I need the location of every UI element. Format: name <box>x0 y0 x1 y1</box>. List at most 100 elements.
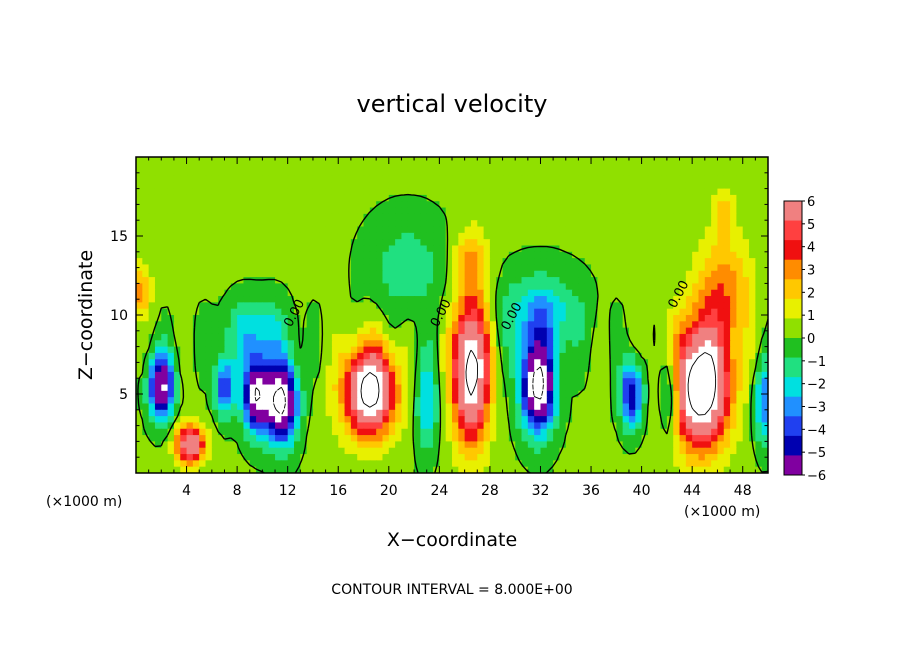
heat-cell <box>761 352 768 360</box>
heat-cell <box>464 390 472 398</box>
heat-cell <box>660 333 668 341</box>
heat-cell <box>211 327 219 335</box>
heat-cell <box>312 315 320 322</box>
heat-cell <box>483 403 491 411</box>
heat-cell <box>192 245 200 253</box>
heat-cell <box>154 466 162 473</box>
heat-cell <box>142 321 150 329</box>
heat-cell <box>414 321 421 329</box>
heat-cell <box>464 270 472 278</box>
heat-cell <box>502 201 510 209</box>
heat-cell <box>331 258 339 266</box>
heat-cell <box>306 352 314 360</box>
heat-cell <box>281 232 289 240</box>
heat-cell <box>357 454 365 461</box>
heat-cell <box>755 365 763 373</box>
heat-cell <box>344 315 352 322</box>
heat-cell <box>319 296 327 303</box>
heat-cell <box>268 378 276 386</box>
heat-cell <box>388 422 396 430</box>
heat-cell <box>483 308 491 316</box>
heat-cell <box>312 308 320 316</box>
heat-cell <box>281 371 289 379</box>
heat-cell <box>755 283 763 291</box>
heat-cell <box>344 384 352 392</box>
heat-cell <box>414 397 421 405</box>
heat-cell <box>553 315 561 322</box>
heat-cell <box>736 352 744 360</box>
heat-cell <box>262 428 270 436</box>
heat-cell <box>584 460 592 468</box>
heat-cell <box>230 365 238 373</box>
heat-cell <box>199 175 207 183</box>
heat-cell <box>742 428 750 436</box>
heat-cell <box>761 157 768 164</box>
heat-cell <box>559 435 567 442</box>
heat-cell <box>711 460 719 468</box>
heat-cell <box>306 175 314 183</box>
heat-cell <box>312 169 320 177</box>
heat-cell <box>578 435 586 442</box>
heat-cell <box>218 466 226 473</box>
heat-cell <box>433 340 440 348</box>
heat-cell <box>199 409 207 417</box>
heat-cell <box>742 245 750 253</box>
heat-cell <box>142 422 150 430</box>
heat-cell <box>597 220 605 228</box>
heat-cell <box>540 416 548 424</box>
heat-cell <box>534 441 542 449</box>
heat-cell <box>464 308 472 316</box>
heat-cell <box>388 277 396 284</box>
heat-cell <box>249 258 257 266</box>
heat-cell <box>426 422 434 430</box>
heat-cell <box>294 258 301 266</box>
heat-cell <box>218 403 226 411</box>
heat-cell <box>420 447 428 455</box>
heat-cell <box>325 264 333 272</box>
heat-cell <box>433 441 440 449</box>
heat-cell <box>559 466 567 473</box>
heat-cell <box>382 251 390 259</box>
heat-cell <box>572 302 579 310</box>
heat-cell <box>717 365 725 373</box>
heat-cell <box>540 428 548 436</box>
heat-cell <box>414 315 421 322</box>
heat-cell <box>224 251 232 259</box>
heat-cell <box>553 283 561 291</box>
heat-cell <box>527 378 535 386</box>
heat-cell <box>230 321 238 329</box>
heat-cell <box>369 188 377 196</box>
heat-cell <box>287 409 295 417</box>
heat-cell <box>610 397 617 405</box>
heat-cell <box>736 245 744 253</box>
heat-cell <box>628 270 636 278</box>
heat-cell <box>635 352 643 360</box>
heat-cell <box>142 365 150 373</box>
heat-cell <box>294 182 301 190</box>
heat-cell <box>136 270 143 278</box>
heat-cell <box>376 289 384 297</box>
heat-cell <box>312 258 320 266</box>
heat-cell <box>749 232 756 240</box>
heat-cell <box>243 378 251 386</box>
heat-cell <box>464 333 472 341</box>
heat-cell <box>647 232 655 240</box>
heat-cell <box>173 378 181 386</box>
heat-cell <box>306 201 314 209</box>
heat-cell <box>154 251 162 259</box>
heat-cell <box>660 352 668 360</box>
heat-cell <box>205 220 213 228</box>
heat-cell <box>679 447 687 455</box>
heat-cell <box>761 441 768 449</box>
heat-cell <box>281 251 289 259</box>
heat-cell <box>730 378 737 386</box>
heat-cell <box>527 302 535 310</box>
heat-cell <box>401 390 409 398</box>
heat-cell <box>591 397 598 405</box>
heat-cell <box>635 365 643 373</box>
heat-cell <box>470 454 478 461</box>
heat-cell <box>591 175 598 183</box>
heat-cell <box>192 277 200 284</box>
heat-cell <box>376 220 384 228</box>
heat-cell <box>597 182 605 190</box>
